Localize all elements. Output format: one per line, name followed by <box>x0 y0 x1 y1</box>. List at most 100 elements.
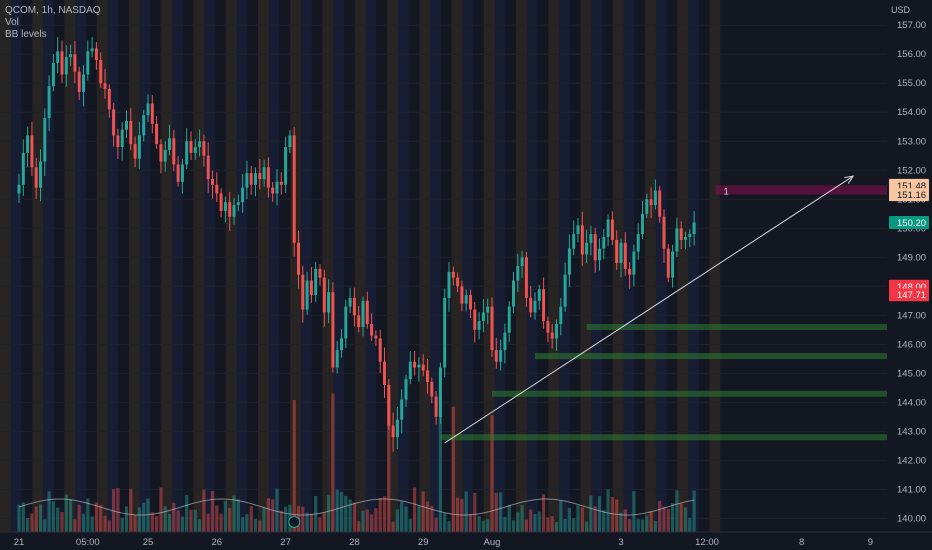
price-tick-label: 141.00 <box>897 484 926 495</box>
price-tag-box <box>889 215 929 229</box>
session-stripe <box>32 0 43 532</box>
volume-bar <box>155 516 159 532</box>
candle-body <box>275 181 279 194</box>
volume-bar <box>443 512 447 532</box>
volume-bar <box>335 489 339 532</box>
volume-bar <box>499 492 503 532</box>
volume-bar <box>17 504 21 532</box>
volume-bar <box>421 491 425 532</box>
candle-body <box>21 152 25 185</box>
candle-body <box>90 48 94 52</box>
volume-bar <box>301 506 305 532</box>
candle-body <box>503 332 507 351</box>
bb-level-zone <box>535 353 887 360</box>
candle-body <box>404 379 408 400</box>
volume-bar <box>640 519 645 532</box>
session-stripe <box>301 0 312 532</box>
candle-body <box>116 135 120 148</box>
price-axis <box>887 0 932 550</box>
volume-indicator-label[interactable]: Vol <box>5 17 19 28</box>
bb-level-zone <box>586 324 887 331</box>
candle-body <box>297 242 300 275</box>
candle-body <box>400 399 404 420</box>
volume-bar <box>572 518 576 532</box>
volume-bar <box>331 393 335 532</box>
candle-body <box>327 292 331 313</box>
volume-bar <box>378 497 382 532</box>
volume-bar <box>249 506 253 532</box>
volume-bar <box>262 507 266 532</box>
candle-body <box>206 155 210 179</box>
candle-body <box>443 297 447 368</box>
volume-bar <box>236 499 240 532</box>
candle-body <box>606 219 610 237</box>
volume-bar <box>30 513 34 532</box>
candle-body <box>361 300 365 327</box>
volume-bar <box>464 491 468 532</box>
volume-bar <box>567 507 571 532</box>
volume-bar <box>163 506 167 532</box>
volume-bar <box>593 506 597 532</box>
time-tick-label: 8 <box>799 537 804 548</box>
price-tick-label: 143.00 <box>897 426 926 437</box>
candle-body <box>391 425 395 438</box>
session-stripe <box>151 0 162 532</box>
price-tick-label: 145.00 <box>897 368 926 379</box>
price-tag-box <box>889 188 929 202</box>
candle-body <box>645 199 649 214</box>
candle-body <box>666 248 670 278</box>
candle-body <box>395 419 399 438</box>
candle-body <box>628 268 632 275</box>
session-stripe <box>505 0 516 532</box>
candle-body <box>559 306 563 325</box>
volume-bar <box>688 517 692 532</box>
bb-levels-indicator-label[interactable]: BB levels <box>5 29 47 40</box>
candle-body <box>249 173 253 185</box>
candle-body <box>507 306 511 333</box>
volume-bar <box>146 498 150 532</box>
session-stripe <box>118 0 129 532</box>
volume-bar <box>21 502 25 532</box>
volume-bar <box>645 515 649 532</box>
candle-body <box>56 51 60 63</box>
candle-body <box>219 193 223 211</box>
candle-body <box>632 251 636 275</box>
candle-body <box>524 257 528 298</box>
price-tick-label: 152.00 <box>897 165 926 176</box>
volume-bar <box>679 503 683 532</box>
candle-body <box>120 129 124 148</box>
candle-body <box>430 382 434 397</box>
volume-bar <box>26 517 30 532</box>
volume-bar <box>606 489 610 532</box>
candle-body <box>374 335 378 339</box>
symbol-label[interactable]: QCOM, 1h, NASDAQ <box>5 5 101 16</box>
candle-body <box>473 309 477 330</box>
candle-body <box>529 297 533 313</box>
candle-body <box>456 277 460 287</box>
session-stripe <box>225 0 237 532</box>
candle-body <box>172 138 176 165</box>
candle-body <box>688 234 692 237</box>
volume-bar <box>309 513 313 532</box>
candle-body <box>17 184 21 194</box>
candle-body <box>537 289 541 301</box>
session-stripe <box>494 0 506 532</box>
candle-body <box>142 115 146 136</box>
price-tag-text: 151.48 <box>897 181 926 192</box>
candle-body <box>125 120 128 130</box>
session-stripe <box>75 0 86 532</box>
candle-body <box>228 202 232 217</box>
volume-bar <box>38 504 43 532</box>
time-tick-label: 05:00 <box>76 537 100 548</box>
volume-bar <box>486 519 490 532</box>
session-stripe <box>376 0 387 532</box>
volume-bar <box>198 519 202 532</box>
volume-bar <box>253 518 258 532</box>
volume-bar <box>671 503 675 532</box>
volume-bar <box>223 500 227 532</box>
volume-bar <box>438 397 442 532</box>
volume-bar <box>81 513 86 532</box>
price-tag-text: 148.00 <box>897 282 926 293</box>
candle-body <box>232 205 236 217</box>
